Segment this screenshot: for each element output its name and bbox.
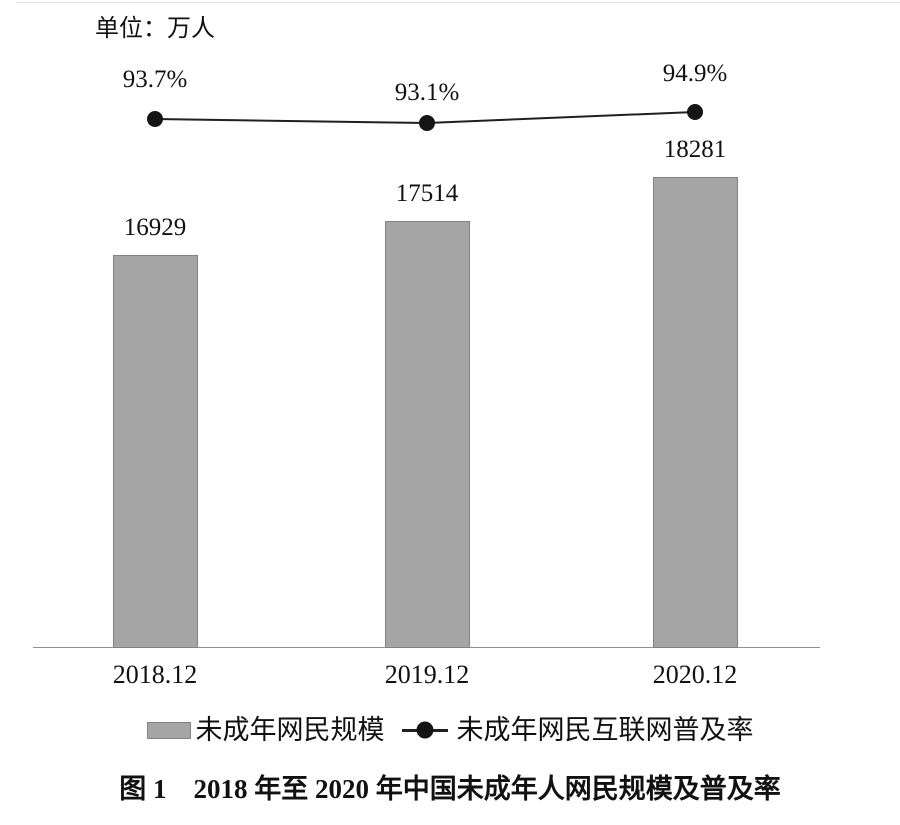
category-label: 2020.12 xyxy=(652,660,738,689)
line-point-dot xyxy=(147,111,163,127)
line-value-label: 93.1% xyxy=(394,79,460,106)
unit-label: 单位：万人 xyxy=(95,16,215,42)
bar-value-label: 18281 xyxy=(663,136,727,163)
line-point-dot xyxy=(419,115,435,131)
figure-caption: 图 1 2018 年至 2020 年中国未成年人网民规模及普及率 xyxy=(119,774,781,804)
bar xyxy=(112,255,198,648)
bar-value-label: 16929 xyxy=(123,214,187,241)
line-value-label: 94.9% xyxy=(662,60,728,87)
legend-line-marker-icon xyxy=(401,721,448,739)
category-label: 2019.12 xyxy=(384,660,470,689)
legend-bar-swatch-icon xyxy=(146,721,191,739)
line-point-dot xyxy=(687,104,703,120)
category-label: 2018.12 xyxy=(112,660,198,689)
chart-legend: 未成年网民规模 未成年网民互联网普及率 xyxy=(0,714,900,746)
legend-line-label: 未成年网民互联网普及率 xyxy=(456,715,754,745)
legend-bar-label: 未成年网民规模 xyxy=(195,715,385,745)
bar xyxy=(652,177,738,648)
bar xyxy=(384,221,470,648)
bar-value-label: 17514 xyxy=(395,180,459,207)
top-divider xyxy=(16,2,900,3)
line-value-label: 93.7% xyxy=(122,66,188,93)
